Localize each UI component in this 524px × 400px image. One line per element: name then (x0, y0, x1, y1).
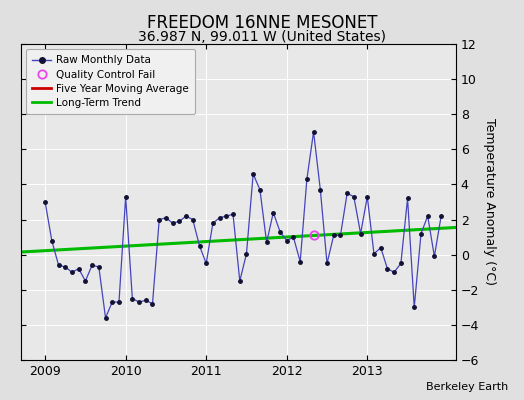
Legend: Raw Monthly Data, Quality Control Fail, Five Year Moving Average, Long-Term Tren: Raw Monthly Data, Quality Control Fail, … (26, 49, 195, 114)
Y-axis label: Temperature Anomaly (°C): Temperature Anomaly (°C) (483, 118, 496, 286)
Text: 36.987 N, 99.011 W (United States): 36.987 N, 99.011 W (United States) (138, 30, 386, 44)
Text: Berkeley Earth: Berkeley Earth (426, 382, 508, 392)
Text: FREEDOM 16NNE MESONET: FREEDOM 16NNE MESONET (147, 14, 377, 32)
